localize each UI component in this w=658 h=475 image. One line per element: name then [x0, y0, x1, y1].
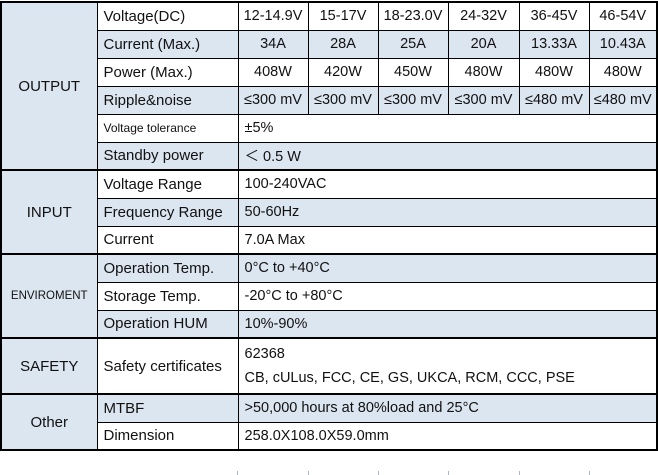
value-cell: ±5% [237, 113, 658, 143]
value-cell: 20A [447, 29, 520, 59]
value-line: 62368 [244, 346, 285, 362]
gridline-stub [589, 471, 590, 475]
parameter-label-cell: Standby power [96, 141, 239, 171]
value-cell: 10.43A [588, 29, 658, 59]
value-cell: ≤300 mV [377, 85, 449, 115]
parameter-label-cell: Voltage(DC) [96, 1, 239, 31]
value-cell: 100-240VAC [237, 169, 658, 199]
section-label-cell: INPUT [0, 169, 98, 255]
table-row: Frequency Range 50-60Hz [1, 197, 658, 227]
value-cell: ≤300 mV [237, 85, 309, 115]
parameter-label-cell: Ripple&noise [96, 85, 239, 115]
parameter-label-cell: Voltage Range [96, 169, 239, 199]
table-row: INPUT Voltage Range 100-240VAC [0, 169, 658, 255]
value-cell: 13.33A [518, 29, 590, 59]
spec-table-body: OUTPUT Voltage(DC) 12-14.9V 15-17V 18-23.0V 2… [0, 1, 658, 451]
table-row: Storage Temp. -20°C to +80°C [1, 281, 658, 311]
value-cell: 50-60Hz [237, 197, 658, 227]
value-cell: 480W [518, 57, 590, 87]
spec-table: OUTPUT Voltage(DC) 12-14.9V 15-17V 18-23.0V 2… [0, 1, 658, 451]
table-row: Voltage tolerance ±5% [1, 113, 658, 143]
gridline-stub [448, 471, 449, 475]
value-cell: 420W [307, 57, 379, 87]
value-cell: ＜ 0.5 W [237, 141, 658, 171]
value-cell: ≤300 mV [307, 85, 379, 115]
value-cell: 12-14.9V [237, 1, 309, 31]
section-label-cell: OUTPUT [0, 1, 98, 171]
value-cell: >50,000 hours at 80%load and 25°C [237, 393, 658, 423]
table-row: Ripple&noise ≤300 mV ≤300 mV ≤300 mV ≤300 mV… [1, 85, 658, 115]
parameter-label-cell: Storage Temp. [96, 281, 239, 311]
value-cell: 34A [237, 29, 309, 59]
value-cell: ≤300 mV [447, 85, 520, 115]
parameter-label-cell: Dimension [96, 421, 239, 451]
parameter-label-cell: Current (Max.) [96, 29, 239, 59]
value-cell: 7.0A Max [237, 225, 658, 255]
table-row: Current (Max.) 34A 28A 25A 20A 13.33A 10.43A [1, 29, 658, 59]
table-row: Current 7.0A Max [1, 225, 658, 255]
table-row: Power (Max.) 408W 420W 450W 480W 480W 480W [1, 57, 658, 87]
value-cell: 408W [237, 57, 309, 87]
gridline-stub [308, 471, 309, 475]
section-label-cell: ENVIROMENT [0, 253, 98, 339]
parameter-label-cell: Voltage tolerance [96, 113, 239, 143]
parameter-label-cell: Safety certificates [96, 337, 239, 395]
value-cell: 18-23.0V [377, 1, 449, 31]
value-cell: 480W [588, 57, 658, 87]
parameter-label-cell: Operation HUM [96, 309, 239, 339]
value-line: CB, cULus, FCC, CE, GS, UKCA, RCM, CCC, … [244, 370, 575, 386]
value-cell: -20°C to +80°C [237, 281, 658, 311]
value-cell: 15-17V [307, 1, 379, 31]
table-row: Operation HUM 10%-90% [1, 309, 658, 339]
value-cell: 46-54V [588, 1, 658, 31]
parameter-label-cell: Current [96, 225, 239, 255]
value-cell: 10%-90% [237, 309, 658, 339]
value-cell: ≤480 mV [588, 85, 658, 115]
table-row: Dimension 258.0X108.0X59.0mm [1, 421, 658, 451]
parameter-label-cell: MTBF [96, 393, 239, 423]
gridline-stub [237, 471, 238, 475]
value-cell: 62368 CB, cULus, FCC, CE, GS, UKCA, RCM, … [237, 337, 658, 395]
gridline-stub [378, 471, 379, 475]
value-cell: 36-45V [518, 1, 590, 31]
table-row: SAFETY Safety certificates 62368 CB, cULus,… [0, 337, 658, 395]
value-cell: 258.0X108.0X59.0mm [237, 421, 658, 451]
table-row: Other MTBF >50,000 hours at 80%load and 25… [0, 393, 658, 451]
value-cell: 24-32V [447, 1, 520, 31]
parameter-label-cell: Power (Max.) [96, 57, 239, 87]
table-row: ENVIROMENT Operation Temp. 0°C to +40°C [0, 253, 658, 339]
value-cell: ≤480 mV [518, 85, 590, 115]
sheet-gridline-stubs [0, 470, 658, 475]
table-row: Standby power ＜ 0.5 W [1, 141, 658, 171]
parameter-label-cell: Operation Temp. [96, 253, 239, 283]
parameter-label-cell: Frequency Range [96, 197, 239, 227]
value-cell: 28A [307, 29, 379, 59]
value-cell: 0°C to +40°C [237, 253, 658, 283]
gridline-stub [519, 471, 520, 475]
section-label-cell: Other [0, 393, 98, 451]
section-label-cell: SAFETY [0, 337, 98, 395]
table-row: OUTPUT Voltage(DC) 12-14.9V 15-17V 18-23.0V 2… [0, 1, 658, 171]
value-cell: 480W [447, 57, 520, 87]
value-cell: 450W [377, 57, 449, 87]
value-cell: 25A [377, 29, 449, 59]
